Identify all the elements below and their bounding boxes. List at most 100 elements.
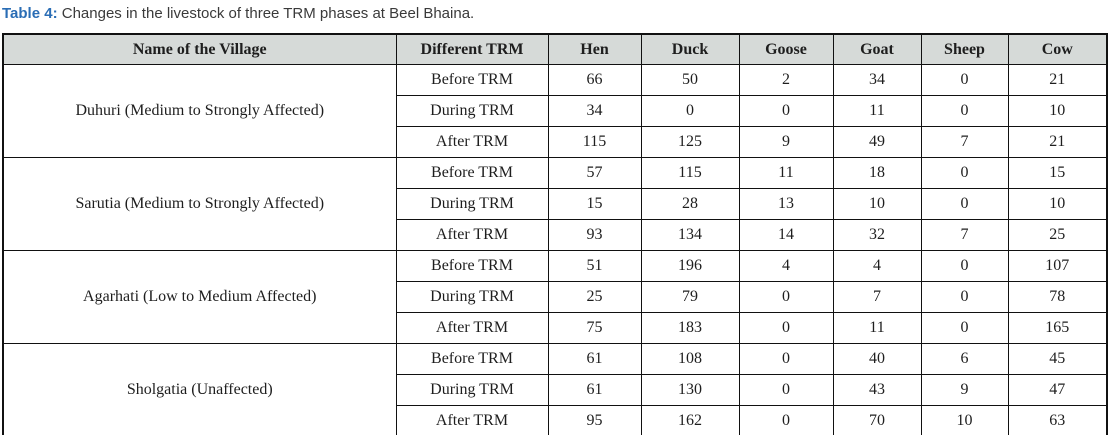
col-header-village: Name of the Village: [2, 33, 397, 65]
value-cell: 6: [920, 343, 1009, 375]
value-cell: 7: [920, 219, 1009, 251]
phase-cell: After TRM: [395, 405, 549, 435]
value-cell: 0: [920, 188, 1009, 220]
value-cell: 79: [640, 281, 740, 313]
table-row: After TRM 93 134 14 32 7 25: [3, 219, 1108, 251]
value-cell: 25: [1007, 219, 1108, 251]
value-cell: 50: [640, 64, 740, 96]
value-cell: 40: [832, 343, 922, 375]
value-cell: 108: [640, 343, 740, 375]
value-cell: 25: [547, 281, 642, 313]
value-cell: 11: [738, 157, 834, 189]
value-cell: 66: [547, 64, 642, 96]
table-row: After TRM 115 125 9 49 7 21: [3, 126, 1108, 158]
value-cell: 78: [1007, 281, 1108, 313]
value-cell: 10: [920, 405, 1009, 435]
value-cell: 0: [738, 405, 834, 435]
livestock-table: Name of the Village Different TRM Hen Du…: [2, 33, 1108, 435]
value-cell: 21: [1007, 64, 1108, 96]
phase-cell: After TRM: [395, 126, 549, 158]
phase-cell: Before TRM: [395, 343, 549, 375]
table-row: Agarhati (Low to Medium Affected) Before…: [2, 250, 1108, 344]
value-cell: 196: [640, 250, 740, 282]
value-cell: 95: [547, 405, 642, 435]
table-row: During TRM 61 130 0 43 9 47: [3, 374, 1108, 406]
col-header-hen: Hen: [547, 33, 642, 65]
col-header-goat: Goat: [832, 33, 922, 65]
phase-cell: Before TRM: [395, 64, 549, 96]
value-cell: 165: [1007, 312, 1108, 344]
value-cell: 0: [920, 157, 1009, 189]
col-header-duck: Duck: [640, 33, 740, 65]
village-cell: Sholgatia (Unaffected): [2, 343, 397, 435]
phase-cell: During TRM: [395, 188, 549, 220]
value-cell: 107: [1007, 250, 1108, 282]
value-cell: 0: [640, 95, 740, 127]
value-cell: 18: [832, 157, 922, 189]
value-cell: 115: [547, 126, 642, 158]
value-cell: 11: [832, 312, 922, 344]
value-cell: 9: [920, 374, 1009, 406]
table-row: During TRM 25 79 0 7 0 78: [3, 281, 1108, 313]
village-cell: Sarutia (Medium to Strongly Affected): [2, 157, 397, 251]
village-cell: Agarhati (Low to Medium Affected): [2, 250, 397, 344]
caption-text: Changes in the livestock of three TRM ph…: [61, 5, 475, 22]
value-cell: 0: [920, 250, 1009, 282]
value-cell: 57: [547, 157, 642, 189]
value-cell: 43: [832, 374, 922, 406]
table-row: Duhuri (Medium to Strongly Affected) Bef…: [2, 64, 1108, 158]
value-cell: 34: [832, 64, 922, 96]
value-cell: 10: [1007, 95, 1108, 127]
value-cell: 15: [1007, 157, 1108, 189]
value-cell: 134: [640, 219, 740, 251]
table-row: Sholgatia (Unaffected) Before TRM 61 108…: [2, 343, 1108, 435]
value-cell: 63: [1007, 405, 1108, 435]
value-cell: 13: [738, 188, 834, 220]
value-cell: 0: [738, 281, 834, 313]
value-cell: 0: [738, 374, 834, 406]
col-header-cow: Cow: [1007, 33, 1108, 65]
value-cell: 75: [547, 312, 642, 344]
value-cell: 125: [640, 126, 740, 158]
value-cell: 11: [832, 95, 922, 127]
value-cell: 51: [547, 250, 642, 282]
phase-cell: After TRM: [395, 312, 549, 344]
value-cell: 21: [1007, 126, 1108, 158]
phase-cell: Before TRM: [395, 250, 549, 282]
phase-cell: After TRM: [395, 219, 549, 251]
value-cell: 14: [738, 219, 834, 251]
value-cell: 49: [832, 126, 922, 158]
phase-cell: Before TRM: [395, 157, 549, 189]
value-cell: 7: [832, 281, 922, 313]
value-cell: 7: [920, 126, 1009, 158]
value-cell: 0: [920, 64, 1009, 96]
value-cell: 10: [1007, 188, 1108, 220]
value-cell: 130: [640, 374, 740, 406]
value-cell: 0: [738, 343, 834, 375]
col-header-sheep: Sheep: [920, 33, 1009, 65]
value-cell: 45: [1007, 343, 1108, 375]
value-cell: 0: [738, 95, 834, 127]
value-cell: 4: [738, 250, 834, 282]
table-caption: Table 4: Changes in the livestock of thr…: [2, 3, 474, 25]
table-row: Sarutia (Medium to Strongly Affected) Be…: [2, 157, 1108, 251]
value-cell: 10: [832, 188, 922, 220]
value-cell: 47: [1007, 374, 1108, 406]
col-header-goose: Goose: [738, 33, 834, 65]
value-cell: 61: [547, 343, 642, 375]
value-cell: 4: [832, 250, 922, 282]
value-cell: 2: [738, 64, 834, 96]
value-cell: 0: [920, 312, 1009, 344]
table-row: During TRM 34 0 0 11 0 10: [3, 95, 1108, 127]
phase-cell: During TRM: [395, 374, 549, 406]
value-cell: 162: [640, 405, 740, 435]
header-row: Name of the Village Different TRM Hen Du…: [2, 33, 1108, 65]
value-cell: 183: [640, 312, 740, 344]
value-cell: 0: [920, 281, 1009, 313]
value-cell: 61: [547, 374, 642, 406]
value-cell: 32: [832, 219, 922, 251]
phase-cell: During TRM: [395, 281, 549, 313]
value-cell: 0: [738, 312, 834, 344]
value-cell: 9: [738, 126, 834, 158]
